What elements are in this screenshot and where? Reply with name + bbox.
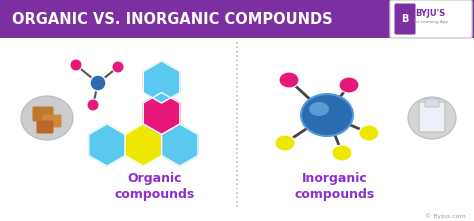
Ellipse shape [359,125,379,141]
Polygon shape [162,124,198,166]
FancyBboxPatch shape [43,114,62,128]
Ellipse shape [339,77,359,93]
Ellipse shape [332,145,352,161]
Circle shape [112,61,124,73]
Circle shape [90,75,106,91]
FancyBboxPatch shape [0,0,474,38]
Text: The Learning App: The Learning App [412,20,448,24]
Polygon shape [143,93,180,135]
FancyBboxPatch shape [33,107,54,122]
Ellipse shape [301,94,353,136]
Polygon shape [143,61,180,103]
Ellipse shape [21,96,73,140]
Polygon shape [125,124,162,166]
Text: ORGANIC VS. INORGANIC COMPOUNDS: ORGANIC VS. INORGANIC COMPOUNDS [12,11,333,27]
Text: BYJU'S: BYJU'S [415,10,445,19]
Ellipse shape [275,135,295,151]
FancyBboxPatch shape [394,4,416,34]
FancyBboxPatch shape [390,0,472,38]
FancyBboxPatch shape [36,120,54,133]
Polygon shape [89,124,125,166]
Text: © Byjus.com: © Byjus.com [425,213,466,219]
Text: Organic
compounds: Organic compounds [115,172,195,201]
Text: B: B [401,14,409,24]
Circle shape [87,99,99,111]
Circle shape [70,59,82,71]
Ellipse shape [408,97,456,139]
Ellipse shape [279,72,299,88]
FancyBboxPatch shape [425,99,439,107]
FancyBboxPatch shape [419,102,445,132]
Ellipse shape [309,102,329,116]
Text: Inorganic
compounds: Inorganic compounds [295,172,375,201]
